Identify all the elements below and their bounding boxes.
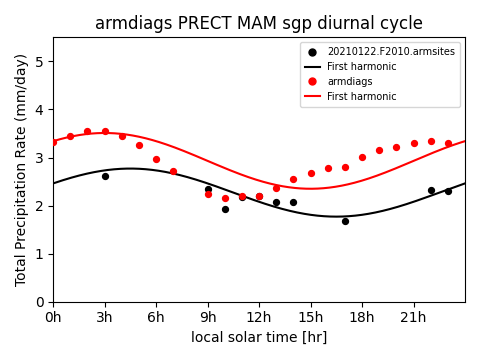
Point [135, 141, 143, 147]
Point [84, 128, 91, 134]
Legend: 20210122.F2010.armsites, First harmonic, armdiags, First harmonic: 20210122.F2010.armsites, First harmonic,… [300, 42, 460, 107]
Point [427, 187, 434, 193]
Point [307, 171, 314, 176]
Point [204, 191, 211, 197]
Point [49, 139, 57, 145]
Point [393, 144, 400, 150]
Point [289, 199, 297, 205]
Point [221, 195, 228, 201]
Point [272, 199, 280, 205]
X-axis label: local solar time [hr]: local solar time [hr] [191, 331, 327, 345]
Point [324, 165, 332, 171]
Point [101, 128, 108, 134]
Point [255, 193, 263, 199]
Point [118, 133, 126, 139]
Point [255, 193, 263, 199]
Point [204, 186, 211, 192]
Point [101, 174, 108, 179]
Point [169, 168, 177, 174]
Point [289, 176, 297, 182]
Point [427, 138, 434, 144]
Point [444, 188, 452, 194]
Point [66, 133, 74, 139]
Y-axis label: Total Precipitation Rate (mm/day): Total Precipitation Rate (mm/day) [15, 53, 29, 286]
Point [238, 194, 246, 200]
Point [375, 147, 383, 153]
Title: armdiags PRECT MAM sgp diurnal cycle: armdiags PRECT MAM sgp diurnal cycle [95, 15, 423, 33]
Point [358, 154, 366, 159]
Point [272, 185, 280, 191]
Point [341, 218, 348, 224]
Point [221, 206, 228, 212]
Point [409, 140, 417, 146]
Point [152, 156, 160, 162]
Point [341, 164, 348, 170]
Point [444, 140, 452, 146]
Point [238, 193, 246, 199]
